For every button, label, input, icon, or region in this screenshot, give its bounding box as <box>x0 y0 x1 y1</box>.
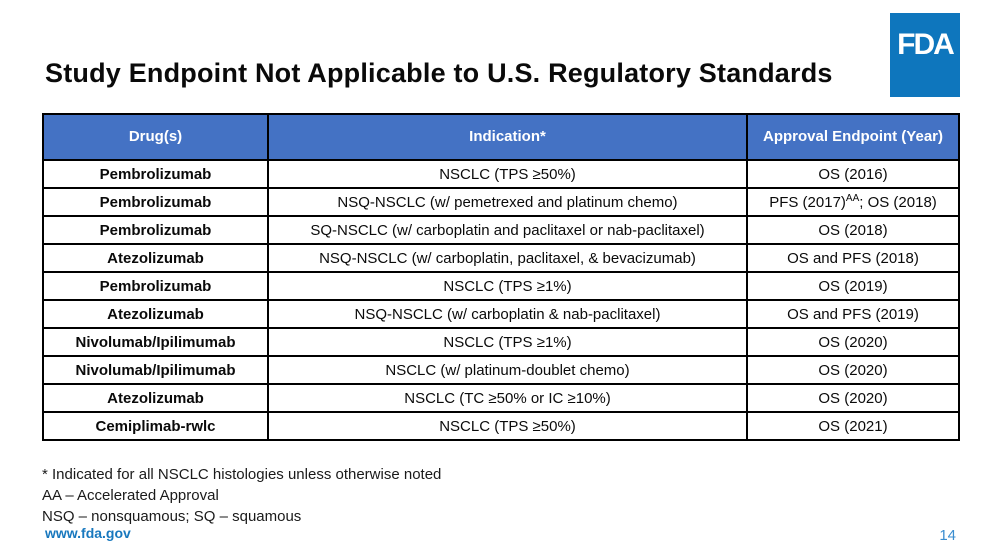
drug-cell: Nivolumab/Ipilimumab <box>42 355 269 385</box>
endpoint-cell: OS and PFS (2018) <box>746 243 960 273</box>
endpoint-cell: OS (2019) <box>746 271 960 301</box>
table-row: Cemiplimab-rwlc NSCLC (TPS ≥50%) OS (202… <box>42 411 960 441</box>
drug-cell: Atezolizumab <box>42 383 269 413</box>
indication-cell: SQ-NSCLC (w/ carboplatin and paclitaxel … <box>267 215 748 245</box>
indication-cell: NSCLC (TPS ≥50%) <box>267 159 748 189</box>
drug-cell: Nivolumab/Ipilimumab <box>42 327 269 357</box>
table-row: Atezolizumab NSQ-NSCLC (w/ carboplatin &… <box>42 299 960 329</box>
endpoint-cell: OS (2020) <box>746 327 960 357</box>
endpoint-text: PFS (2017) <box>769 193 846 211</box>
drug-cell: Cemiplimab-rwlc <box>42 411 269 441</box>
table-row: Pembrolizumab NSCLC (TPS ≥1%) OS (2019) <box>42 271 960 301</box>
footnotes: * Indicated for all NSCLC histologies un… <box>42 464 441 527</box>
fda-gov-link[interactable]: www.fda.gov <box>45 525 131 541</box>
indication-cell: NSCLC (TC ≥50% or IC ≥10%) <box>267 383 748 413</box>
drug-cell: Atezolizumab <box>42 299 269 329</box>
drug-cell: Pembrolizumab <box>42 159 269 189</box>
column-header-drugs: Drug(s) <box>42 113 269 161</box>
indication-cell: NSQ-NSCLC (w/ carboplatin & nab-paclitax… <box>267 299 748 329</box>
fda-logo: FDA <box>890 13 960 97</box>
endpoint-cell: OS and PFS (2019) <box>746 299 960 329</box>
drug-cell: Atezolizumab <box>42 243 269 273</box>
table-row: Nivolumab/Ipilimumab NSCLC (w/ platinum-… <box>42 355 960 385</box>
endpoint-text: ; OS (2018) <box>859 193 937 211</box>
page-title: Study Endpoint Not Applicable to U.S. Re… <box>45 58 833 88</box>
indication-cell: NSCLC (TPS ≥50%) <box>267 411 748 441</box>
endpoint-cell: OS (2016) <box>746 159 960 189</box>
footnote-histologies: * Indicated for all NSCLC histologies un… <box>42 466 442 483</box>
drug-cell: Pembrolizumab <box>42 271 269 301</box>
drug-cell: Pembrolizumab <box>42 215 269 245</box>
endpoint-cell: OS (2021) <box>746 411 960 441</box>
indication-cell: NSCLC (TPS ≥1%) <box>267 271 748 301</box>
table-row: Pembrolizumab NSQ-NSCLC (w/ pemetrexed a… <box>42 187 960 217</box>
indication-cell: NSCLC (w/ platinum-doublet chemo) <box>267 355 748 385</box>
endpoint-cell: OS (2020) <box>746 383 960 413</box>
footnote-accelerated-approval: AA – Accelerated Approval <box>42 487 219 504</box>
endpoint-cell: OS (2018) <box>746 215 960 245</box>
indication-cell: NSQ-NSCLC (w/ carboplatin, paclitaxel, &… <box>267 243 748 273</box>
endpoint-superscript: AA <box>845 192 860 204</box>
endpoints-table: Drug(s) Indication* Approval Endpoint (Y… <box>42 113 960 441</box>
endpoint-cell: OS (2020) <box>746 355 960 385</box>
table-row: Nivolumab/Ipilimumab NSCLC (TPS ≥1%) OS … <box>42 327 960 357</box>
footnote-squamous-abbreviations: NSQ – nonsquamous; SQ – squamous <box>42 508 302 525</box>
endpoint-cell: PFS (2017)AA; OS (2018) <box>746 187 960 217</box>
table-header-row: Drug(s) Indication* Approval Endpoint (Y… <box>42 113 960 161</box>
table-row: Pembrolizumab NSCLC (TPS ≥50%) OS (2016) <box>42 159 960 189</box>
table-row: Pembrolizumab SQ-NSCLC (w/ carboplatin a… <box>42 215 960 245</box>
indication-cell: NSQ-NSCLC (w/ pemetrexed and platinum ch… <box>267 187 748 217</box>
fda-logo-text: FDA <box>897 28 955 61</box>
column-header-indication: Indication* <box>267 113 748 161</box>
page-number: 14 <box>939 527 956 544</box>
drug-cell: Pembrolizumab <box>42 187 269 217</box>
indication-cell: NSCLC (TPS ≥1%) <box>267 327 748 357</box>
table-row: Atezolizumab NSQ-NSCLC (w/ carboplatin, … <box>42 243 960 273</box>
column-header-approval-endpoint: Approval Endpoint (Year) <box>746 113 960 161</box>
table-row: Atezolizumab NSCLC (TC ≥50% or IC ≥10%) … <box>42 383 960 413</box>
